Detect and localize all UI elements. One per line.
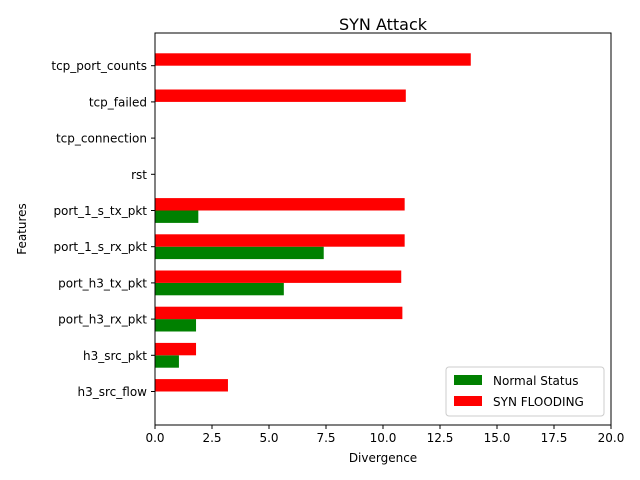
- x-tick-label-8: 20.0: [598, 431, 625, 445]
- x-tick-label-0: 0.0: [145, 431, 164, 445]
- bar-syn-flooding-tcp-failed: [155, 89, 406, 102]
- bar-syn-flooding-port-h3-rx-pkt: [155, 306, 403, 320]
- bar-normal-status-port-h3-rx-pkt: [155, 319, 197, 332]
- legend-swatch-syn-flooding: [454, 396, 482, 406]
- bar-normal-status-port-1-s-tx-pkt: [155, 210, 199, 223]
- bar-syn-flooding-port-1-s-rx-pkt: [155, 234, 405, 247]
- x-axis-label: Divergence: [349, 451, 417, 465]
- chart-title: SYN Attack: [339, 15, 428, 34]
- bar-normal-status-port-h3-tx-pkt: [155, 282, 284, 296]
- y-tick-label-h3-src-flow: h3_src_flow: [78, 385, 148, 399]
- bars-layer: [155, 53, 471, 392]
- bar-syn-flooding-h3-src-pkt: [155, 342, 197, 356]
- x-tick-label-7: 17.5: [541, 431, 568, 445]
- bar-syn-flooding-port-h3-tx-pkt: [155, 270, 402, 283]
- x-tick-label-4: 10.0: [370, 431, 397, 445]
- legend-swatch-normal-status: [454, 375, 482, 385]
- x-tick-label-1: 2.5: [202, 431, 221, 445]
- x-tick-label-6: 15.0: [484, 431, 511, 445]
- y-tick-label-rst: rst: [131, 168, 147, 182]
- y-tick-label-tcp-connection: tcp_connection: [56, 132, 147, 146]
- legend-frame: [445, 366, 605, 417]
- y-tick-label-port-1-s-tx-pkt: port_1_s_tx_pkt: [53, 204, 147, 218]
- bar-syn-flooding-port-1-s-tx-pkt: [155, 198, 405, 211]
- x-tick-label-2: 5.0: [259, 431, 278, 445]
- y-axis: h3_src_flow h3_src_pkt port_h3_rx_pkt port_…: [51, 59, 155, 399]
- bar-normal-status-port-1-s-rx-pkt: [155, 246, 324, 260]
- y-tick-label-h3-src-pkt: h3_src_pkt: [83, 349, 147, 363]
- bar-normal-status-h3-src-pkt: [155, 355, 179, 368]
- x-tick-label-3: 7.5: [316, 431, 335, 445]
- y-tick-label-port-h3-rx-pkt: port_h3_rx_pkt: [58, 313, 147, 327]
- x-tick-label-5: 12.5: [427, 431, 454, 445]
- legend-label-syn-flooding: SYN FLOODING: [493, 395, 584, 409]
- legend-label-normal-status: Normal Status: [493, 374, 578, 388]
- bar-syn-flooding-tcp-port-counts: [155, 53, 471, 66]
- y-tick-label-port-1-s-rx-pkt: port_1_s_rx_pkt: [54, 240, 148, 254]
- y-axis-label: Features: [15, 203, 29, 255]
- y-tick-label-tcp-port-counts: tcp_port_counts: [51, 59, 147, 73]
- x-axis: 0.0 2.5 5.0 7.5 10.0 12.5 15.0 17.5 20.0: [145, 425, 624, 445]
- legend: Normal Status SYN FLOODING: [445, 366, 605, 417]
- bar-syn-flooding-h3-src-flow: [155, 379, 228, 392]
- y-tick-label-port-h3-tx-pkt: port_h3_tx_pkt: [58, 276, 147, 290]
- y-tick-label-tcp-failed: tcp_failed: [89, 95, 147, 109]
